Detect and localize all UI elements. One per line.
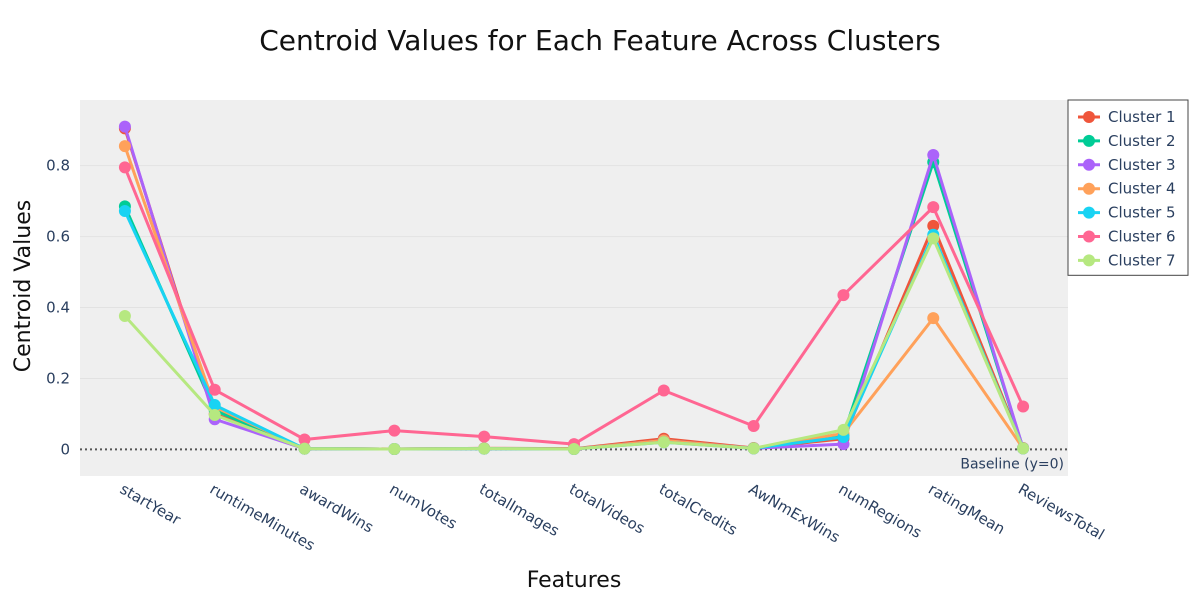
data-point <box>747 442 760 455</box>
data-point <box>208 383 221 396</box>
plot-background <box>80 100 1068 476</box>
data-point <box>837 289 850 302</box>
x-tick-label: totalImages <box>476 480 562 540</box>
data-point <box>478 430 491 443</box>
legend-swatch-marker <box>1083 182 1095 195</box>
legend-label: Cluster 6 <box>1108 228 1176 246</box>
data-point <box>568 443 580 456</box>
data-point <box>927 312 940 325</box>
x-tick-label: ratingMean <box>925 480 1008 538</box>
x-tick-label: awardWins <box>297 480 377 537</box>
data-point <box>118 140 131 153</box>
legend-swatch-marker <box>1083 158 1095 171</box>
x-tick-label: numVotes <box>386 480 460 533</box>
y-tick-label: 0.4 <box>46 299 70 317</box>
data-point <box>657 436 670 449</box>
y-tick-label: 0.2 <box>46 369 70 387</box>
data-point <box>747 419 760 432</box>
x-tick-label: totalVideos <box>566 480 648 538</box>
series-group <box>118 232 1030 456</box>
data-point <box>118 205 131 218</box>
data-point <box>388 443 401 456</box>
legend-label: Cluster 3 <box>1108 156 1176 174</box>
x-tick-label: numRegions <box>835 480 925 542</box>
x-tick-label: AwNmExWins <box>746 480 844 547</box>
data-point <box>118 120 131 133</box>
data-point <box>478 442 491 455</box>
data-point <box>837 423 850 436</box>
data-point <box>118 161 131 174</box>
data-point <box>208 408 221 421</box>
y-axis-title: Centroid Values <box>11 200 36 372</box>
legend-label: Cluster 4 <box>1108 180 1176 198</box>
legend-swatch-marker <box>1083 134 1095 147</box>
data-point <box>927 219 940 232</box>
legend-swatch-marker <box>1083 230 1095 243</box>
x-axis-title: Features <box>527 568 622 593</box>
data-point <box>388 424 401 437</box>
data-point <box>1017 400 1030 413</box>
data-point <box>118 310 131 323</box>
data-point <box>298 442 311 455</box>
data-point <box>927 148 940 161</box>
legend-label: Cluster 2 <box>1108 132 1176 150</box>
y-tick-label: 0.6 <box>46 228 70 246</box>
legend-swatch-marker <box>1083 254 1095 267</box>
legend-swatch-marker <box>1083 206 1095 219</box>
legend-label: Cluster 5 <box>1108 204 1176 222</box>
legend-swatch-marker <box>1083 111 1095 123</box>
chart-title: Centroid Values for Each Feature Across … <box>259 24 941 57</box>
baseline-annotation: Baseline (y=0) <box>960 456 1064 472</box>
data-point <box>208 399 221 412</box>
x-tick-label: totalCredits <box>656 480 741 539</box>
data-point <box>927 201 940 214</box>
data-point <box>927 232 940 245</box>
x-tick-label: ReviewsTotal <box>1015 480 1107 544</box>
data-point <box>1017 442 1030 455</box>
data-point <box>657 384 670 397</box>
y-tick-label: 0 <box>60 440 70 458</box>
legend-label: Cluster 1 <box>1108 108 1176 126</box>
data-point <box>298 433 311 446</box>
y-tick-label: 0.8 <box>46 157 70 175</box>
legend-label: Cluster 7 <box>1108 251 1176 269</box>
x-tick-label: startYear <box>117 480 184 529</box>
